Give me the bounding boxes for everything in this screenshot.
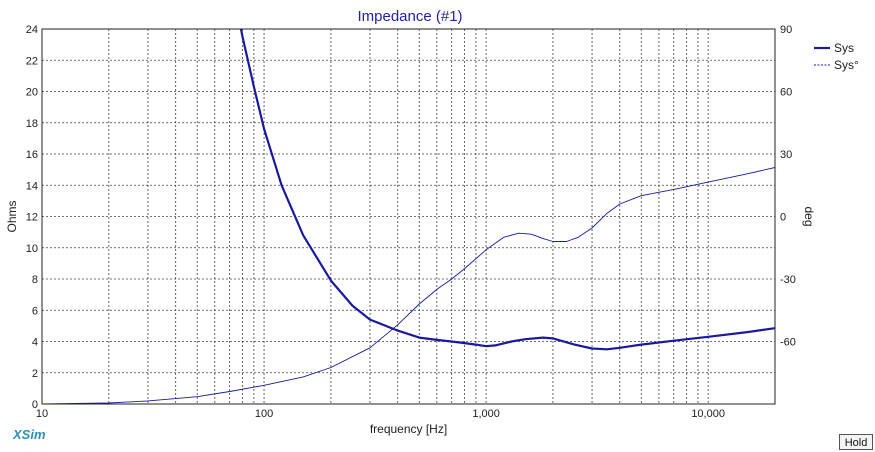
y-left-tick-label: 24: [26, 24, 38, 36]
legend-entry[interactable]: Sys: [834, 41, 854, 55]
brand-logo: XSim: [13, 427, 46, 442]
y-left-tick-label: 10: [26, 243, 38, 255]
series-line-impedance: [239, 29, 775, 351]
legend-entry[interactable]: Sys°: [834, 58, 859, 72]
y-axis-left-label: Ohms: [5, 200, 19, 232]
hold-button[interactable]: Hold: [839, 434, 873, 450]
x-tick-label: 100: [255, 408, 273, 420]
y-right-tick-label: 30: [780, 149, 792, 161]
grid-layer: [42, 29, 775, 404]
y-left-tick-label: 0: [32, 399, 38, 411]
x-tick-label: 10: [36, 408, 48, 420]
y-left-tick-label: 2: [32, 368, 38, 380]
chart-title: Impedance (#1): [357, 8, 462, 25]
y-right-tick-label: -30: [780, 274, 796, 286]
y-left-tick-label: 4: [32, 337, 38, 349]
y-left-tick-label: 22: [26, 55, 38, 67]
y-left-tick-label: 16: [26, 149, 38, 161]
x-tick-label: 1,000: [472, 408, 500, 420]
series-layer: [42, 29, 775, 404]
y-right-tick-label: 60: [780, 87, 792, 99]
x-axis-label: frequency [Hz]: [370, 422, 447, 436]
plot-frame: [41, 28, 776, 405]
y-left-tick-label: 20: [26, 87, 38, 99]
y-left-tick-label: 12: [26, 212, 38, 224]
y-left-tick-label: 14: [26, 180, 38, 192]
y-right-tick-label: -60: [780, 337, 796, 349]
legend[interactable]: Sys Sys°: [814, 41, 859, 72]
y-axis-right-label: deg: [802, 206, 816, 226]
series-line-phase: [42, 167, 775, 404]
y-right-tick-label: 0: [780, 212, 786, 224]
y-right-tick-label: 90: [780, 24, 792, 36]
y-left-tick-label: 6: [32, 305, 38, 317]
y-left-tick-label: 8: [32, 274, 38, 286]
x-tick-label: 10,000: [691, 408, 725, 420]
y-left-tick-label: 18: [26, 118, 38, 130]
